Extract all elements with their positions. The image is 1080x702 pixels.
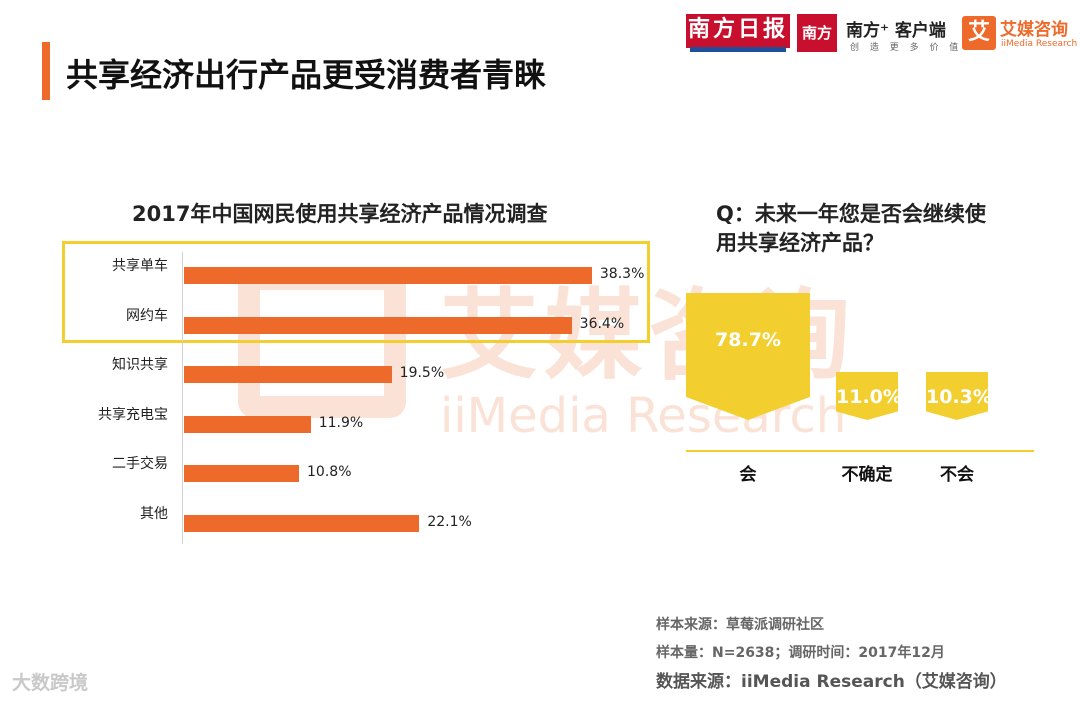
highlight-box [62, 241, 650, 343]
value-label: 38.3% [599, 266, 645, 282]
bar-chart-axis [182, 252, 183, 544]
right-chart-baseline [686, 450, 1034, 452]
nanfang-daily-logo: 南方日报 [686, 14, 790, 48]
nanfang-plus-logo-slogan: 创 造 更 多 价 值 [850, 43, 963, 53]
left-chart-title: 2017年中国网民使用共享经济产品情况调查 [132, 202, 548, 226]
title-accent-bar [42, 42, 50, 100]
bar [184, 415, 311, 433]
value-label: 10.3% [926, 386, 992, 408]
value-label: 11.9% [318, 414, 364, 431]
bar [184, 267, 592, 284]
value-label: 19.5% [399, 365, 445, 381]
value-label: 78.7% [715, 328, 781, 351]
category-label: 其他 [140, 505, 168, 522]
value-label: 11.0% [836, 386, 902, 408]
bar [184, 366, 392, 383]
corner-watermark: 大数跨境 [12, 672, 89, 694]
category-label: 共享充电宝 [98, 406, 168, 423]
category-label: 共享单车 [112, 258, 168, 274]
category-label: 二手交易 [112, 456, 168, 472]
value-label: 10.8% [307, 464, 352, 480]
sample-source-note: 样本来源：草莓派调研社区 [656, 617, 824, 633]
aimedia-logo-mark: 艾 [962, 16, 996, 50]
page-title: 共享经济出行产品更受消费者青睐 [66, 56, 547, 94]
aimedia-logo-text: 艾媒咨询 [1000, 20, 1068, 40]
category-label: 会 [739, 465, 757, 485]
nanfang-plus-logo-mark: 南方+ [797, 14, 837, 80]
value-label: 36.4% [579, 315, 625, 332]
nanfang-daily-logo-strip [690, 47, 786, 52]
value-label: 22.1% [427, 513, 472, 530]
bar [686, 292, 810, 420]
bar [836, 372, 898, 420]
category-label: 知识共享 [112, 357, 168, 373]
sample-size-note: 样本量：N=2638；调研时间：2017年12月 [656, 645, 945, 661]
aimedia-logo-subtext: iiMedia Research [1001, 39, 1078, 49]
bar [184, 316, 572, 334]
category-label: 不确定 [841, 465, 893, 485]
right-chart-question: Q：未来一年您是否会继续使用共享经济产品？ [716, 202, 986, 255]
data-source-note: 数据来源：iiMedia Research（艾媒咨询） [656, 672, 1007, 692]
bar [184, 465, 300, 482]
nanfang-plus-logo-text: 南方⁺ 客户端 [846, 21, 946, 41]
bar [926, 372, 988, 420]
bar [184, 514, 420, 532]
category-label: 网约车 [126, 307, 168, 324]
category-label: 不会 [940, 465, 974, 485]
